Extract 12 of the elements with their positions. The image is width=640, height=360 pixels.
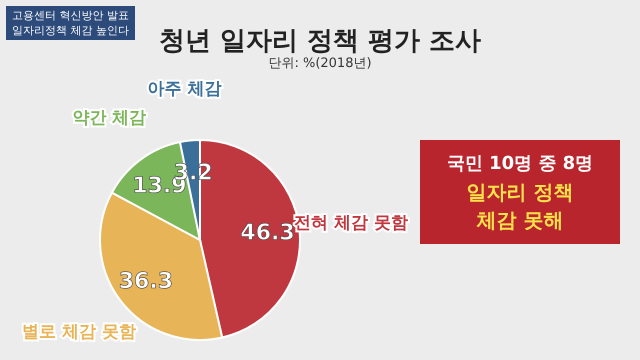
data-label: 46.3	[240, 220, 295, 246]
text: 국민 10명 중 8명	[446, 152, 594, 176]
text: 고용센터 혁신방안 발표	[12, 8, 129, 23]
data-label: 36.3	[118, 269, 174, 294]
text: 일자리정책 체감 높인다	[12, 23, 129, 38]
text: 체감 못해	[476, 207, 564, 234]
slice-label: 별로 체감 못함	[22, 322, 136, 342]
chart-subtitle: 단위: %(2018년)	[268, 56, 372, 71]
slice-label: 약간 체감	[72, 108, 146, 128]
slice-label: 아주 체감	[148, 78, 222, 99]
text: 일자리 정책	[466, 179, 574, 206]
chart-title: 청년 일자리 정책 평가 조사	[158, 26, 482, 56]
